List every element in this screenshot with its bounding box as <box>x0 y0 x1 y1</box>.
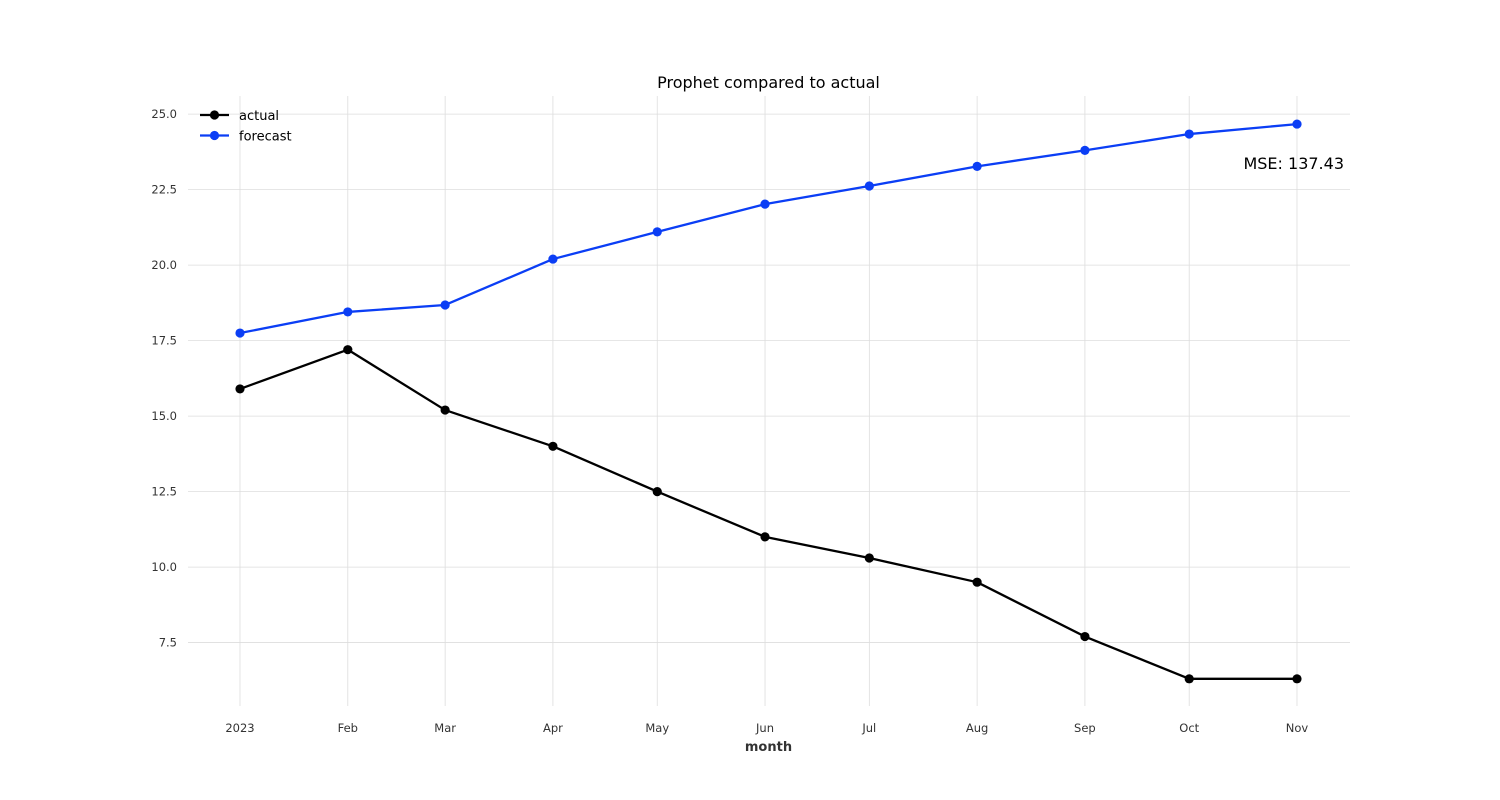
legend-label-forecast: forecast <box>239 130 292 145</box>
x-tick-label: May <box>645 721 669 735</box>
data-point-forecast <box>440 300 450 310</box>
y-tick-label: 12.5 <box>151 485 177 499</box>
legend-marker-forecast <box>209 130 220 141</box>
data-point-actual <box>548 441 558 451</box>
data-point-forecast <box>1080 145 1090 155</box>
x-tick-label: Jul <box>861 721 876 735</box>
y-tick-label: 17.5 <box>151 334 177 348</box>
data-point-forecast <box>760 199 770 209</box>
x-tick-label: Feb <box>338 721 358 735</box>
data-point-actual <box>760 532 770 542</box>
y-tick-label: 22.5 <box>151 183 177 197</box>
x-tick-label: Mar <box>434 721 456 735</box>
data-point-actual <box>972 577 982 587</box>
series-line-forecast <box>239 122 1298 335</box>
data-point-actual <box>1292 674 1302 684</box>
data-point-forecast <box>652 227 662 237</box>
data-point-forecast <box>235 328 245 338</box>
data-point-actual <box>1184 674 1194 684</box>
data-point-forecast <box>1292 119 1302 129</box>
x-tick-label: Jun <box>755 721 774 735</box>
data-point-actual <box>1080 631 1090 642</box>
y-tick-label: 10.0 <box>151 560 177 574</box>
series-line-actual <box>239 348 1297 680</box>
y-tick-label: 15.0 <box>151 409 177 423</box>
y-tick-label: 25.0 <box>151 107 177 121</box>
data-point-actual <box>864 553 874 563</box>
y-tick-label: 7.5 <box>159 636 177 650</box>
data-point-actual <box>235 384 245 394</box>
data-point-actual <box>440 405 450 415</box>
x-tick-label: Nov <box>1286 721 1309 735</box>
legend-label-actual: actual <box>239 109 279 124</box>
x-tick-label: Apr <box>543 721 563 735</box>
x-tick-label: Aug <box>966 721 988 735</box>
legend: actual forecast <box>200 109 292 145</box>
data-point-forecast <box>548 254 558 264</box>
tick-labels: 2023 Feb Mar Apr May Jun Jul Aug Sep Oct Nov 7.5 10.… <box>151 107 1308 735</box>
x-tick-label: Oct <box>1179 721 1199 735</box>
grid <box>188 96 1350 706</box>
mse-annotation: MSE: 137.43 <box>1243 154 1344 173</box>
data-point-forecast <box>1184 129 1194 139</box>
series-layer <box>235 119 1302 684</box>
x-tick-label: Sep <box>1074 721 1096 735</box>
data-point-actual <box>343 345 353 355</box>
data-point-forecast <box>343 307 353 317</box>
data-point-forecast <box>972 161 982 171</box>
chart-title: Prophet compared to actual <box>657 73 880 92</box>
data-point-actual <box>652 486 662 497</box>
x-axis-label: month <box>745 740 792 755</box>
x-tick-label: 2023 <box>225 721 254 735</box>
data-point-forecast <box>864 181 874 191</box>
legend-marker-actual <box>209 110 220 120</box>
y-tick-label: 20.0 <box>151 258 177 272</box>
